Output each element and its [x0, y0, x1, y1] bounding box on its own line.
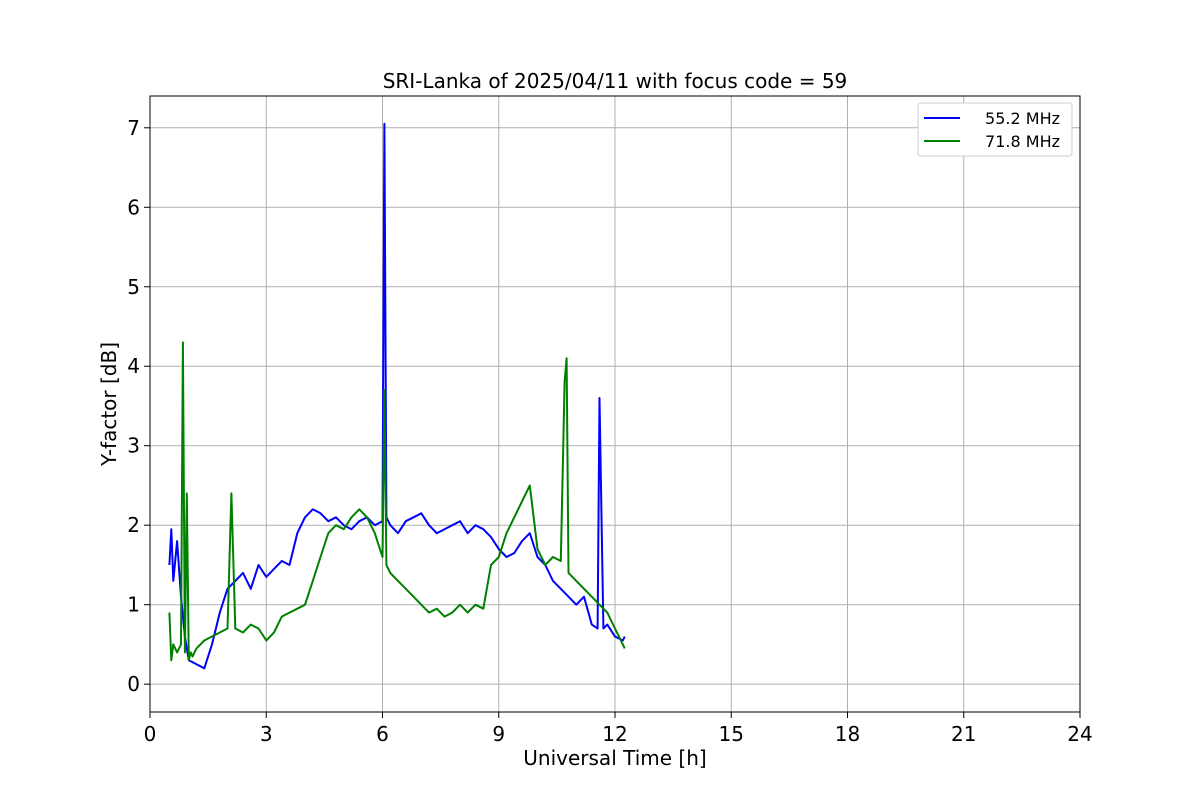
y-axis-label: Y-factor [dB] [97, 342, 121, 467]
y-tick-label: 5 [127, 275, 140, 299]
x-tick-label: 9 [492, 722, 505, 746]
x-axis-label: Universal Time [h] [523, 746, 706, 770]
y-tick-label: 7 [127, 116, 140, 140]
x-tick-label: 0 [144, 722, 157, 746]
y-tick-label: 6 [127, 195, 140, 219]
x-tick-label: 15 [719, 722, 744, 746]
chart-title: SRI-Lanka of 2025/04/11 with focus code … [383, 69, 848, 93]
legend-label-2: 71.8 MHz [985, 132, 1060, 151]
y-tick-label: 2 [127, 513, 140, 537]
series-line-2 [168, 341, 626, 662]
y-tick-label: 4 [127, 354, 140, 378]
x-tick-label: 18 [835, 722, 860, 746]
x-tick-label: 3 [260, 722, 273, 746]
y-tick-label: 1 [127, 593, 140, 617]
x-tick-label: 12 [602, 722, 627, 746]
legend-box [917, 102, 1073, 157]
legend: 55.2 MHz 71.8 MHz [917, 102, 1073, 157]
x-tick-label: 21 [951, 722, 976, 746]
y-tick-label: 3 [127, 434, 140, 458]
x-tick-label: 6 [376, 722, 389, 746]
x-tick-label: 24 [1067, 722, 1092, 746]
legend-label-1: 55.2 MHz [985, 109, 1060, 128]
series-group [168, 122, 626, 670]
y-tick-label: 0 [127, 672, 140, 696]
